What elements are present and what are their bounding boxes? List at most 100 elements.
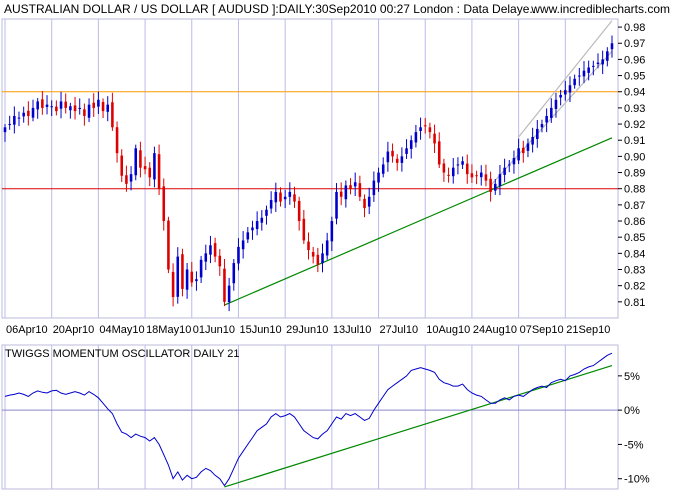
candle-body — [465, 163, 469, 175]
candle-body — [526, 143, 530, 151]
oscillator-series-line — [4, 352, 613, 487]
y-tick-label: 0.86 — [624, 216, 645, 228]
candle-body — [97, 99, 100, 107]
y-tick-label: 0.82 — [624, 281, 645, 293]
osc-y-tick-label: 5% — [624, 371, 640, 383]
candle-body — [391, 150, 394, 157]
osc-y-tick-label: -10% — [624, 474, 650, 486]
candle-body — [335, 191, 338, 219]
candle-body — [517, 148, 520, 161]
candle-body — [442, 163, 446, 173]
candle-body — [59, 101, 63, 109]
candle-body — [148, 167, 152, 178]
candle-body — [260, 217, 264, 223]
candle-body — [325, 240, 329, 256]
y-tick-label: 0.83 — [624, 265, 645, 277]
candle-body — [550, 107, 553, 118]
candle-body — [283, 196, 287, 200]
candle-body — [540, 124, 544, 128]
x-tick-label: 18May10 — [146, 324, 191, 336]
candle-body — [73, 105, 77, 112]
candle-body — [596, 62, 600, 65]
candle-body — [414, 132, 418, 143]
y-tick-label: 0.88 — [624, 184, 645, 196]
candle-body — [451, 167, 455, 177]
y-tick-label: 0.87 — [624, 200, 645, 212]
candle-body — [316, 254, 320, 265]
y-tick-label: 0.93 — [624, 103, 645, 115]
candle-body — [106, 104, 110, 112]
candle-body — [587, 67, 590, 73]
candle-body — [213, 243, 217, 257]
candle-body — [246, 232, 250, 240]
candle-body — [181, 254, 184, 289]
candle-body — [274, 191, 278, 203]
candle-body — [204, 253, 208, 262]
candle-body — [503, 167, 506, 175]
oscillator-title: TWIGGS MOMENTUM OSCILLATOR DAILY 21 — [5, 348, 240, 360]
candle-body — [367, 196, 371, 207]
candle-body — [493, 183, 497, 191]
candle-body — [363, 198, 366, 209]
candle-body — [330, 221, 334, 242]
candle-body — [536, 128, 539, 139]
candle-body — [395, 158, 399, 163]
candle-body — [8, 124, 11, 126]
candle-body — [428, 127, 432, 133]
candle-body — [31, 107, 35, 118]
candle-body — [559, 94, 562, 98]
candle-body — [143, 166, 147, 170]
candle-body — [101, 102, 105, 112]
candle-body — [522, 147, 525, 154]
candle-body — [134, 148, 138, 176]
candle-body — [78, 107, 81, 109]
candle-body — [199, 259, 203, 278]
candle-body — [162, 186, 166, 222]
candle-body — [83, 109, 86, 116]
candle-body — [185, 269, 189, 290]
candle-body — [545, 115, 548, 123]
candle-body — [400, 156, 404, 163]
candle-body — [13, 115, 16, 125]
candle-body — [321, 253, 324, 264]
candle-body — [610, 43, 614, 50]
candle-body — [269, 200, 273, 209]
candle-body — [115, 127, 119, 154]
candle-body — [69, 106, 72, 111]
candle-body — [171, 271, 175, 297]
y-tick-label: 0.81 — [624, 297, 645, 309]
candle-body — [582, 70, 586, 77]
candle-body — [531, 136, 534, 145]
candle-body — [92, 102, 95, 108]
candle-body — [22, 112, 25, 117]
candle-body — [564, 90, 567, 95]
candle-body — [409, 140, 413, 149]
candle-body — [419, 127, 422, 131]
candle-body — [129, 174, 133, 182]
candle-body — [353, 182, 357, 187]
oscillator-trend-line — [224, 364, 613, 488]
candle-body — [456, 164, 460, 166]
y-tick-label: 0.84 — [624, 248, 645, 260]
candle-body — [573, 78, 576, 86]
candle-body — [381, 164, 385, 174]
candle-body — [120, 155, 124, 176]
candle-body — [227, 285, 231, 303]
candle-body — [578, 75, 581, 77]
osc-y-tick-label: 0% — [624, 405, 640, 417]
candle-body — [405, 148, 408, 154]
candle-body — [153, 153, 156, 180]
candle-body — [218, 255, 222, 267]
osc-y-tick-label: -5% — [624, 439, 644, 451]
candle-body — [55, 106, 58, 112]
y-tick-label: 0.91 — [624, 135, 645, 147]
y-tick-label: 0.90 — [624, 151, 645, 163]
candle-body — [297, 200, 301, 222]
y-tick-label: 0.96 — [624, 54, 645, 66]
candle-body — [507, 164, 511, 166]
candle-body — [288, 191, 292, 197]
candle-body — [372, 180, 376, 196]
y-tick-label: 0.85 — [624, 232, 645, 244]
rising-support-line — [224, 137, 613, 306]
y-tick-label: 0.89 — [624, 168, 645, 180]
